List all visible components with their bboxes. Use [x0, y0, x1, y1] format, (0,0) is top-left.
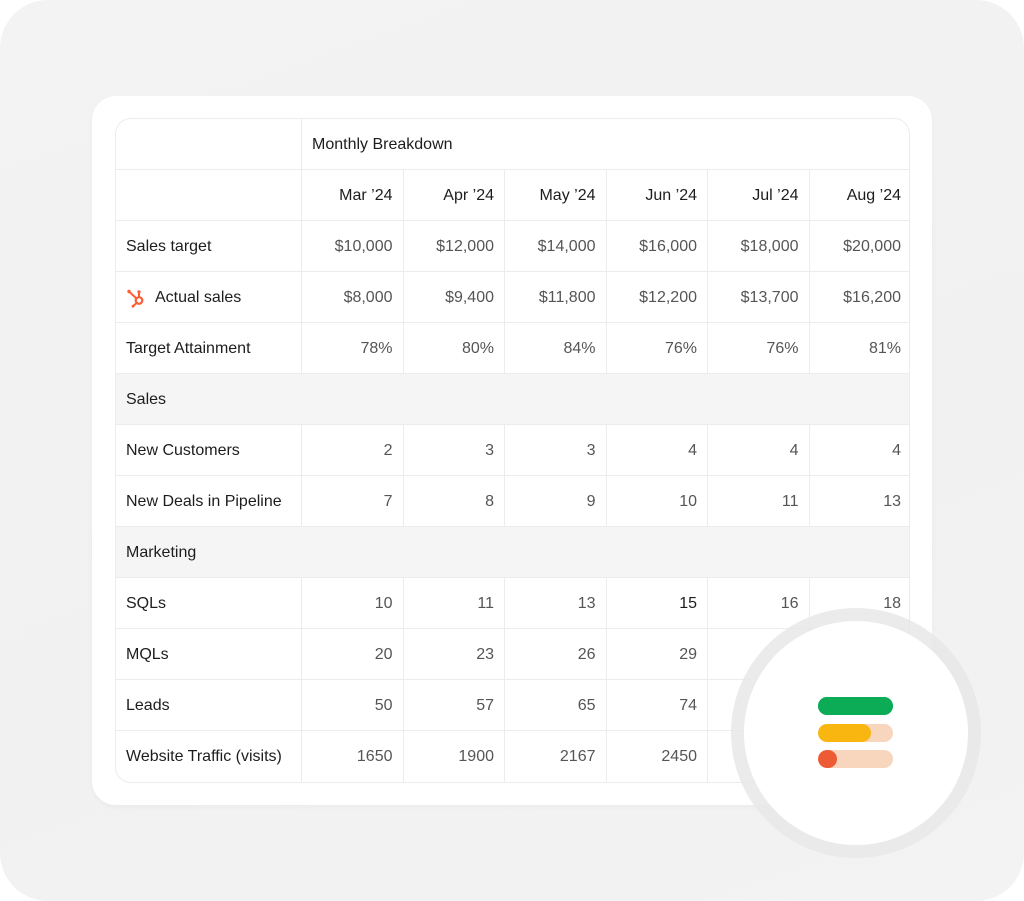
table-cell: 11: [708, 476, 810, 527]
progress-bar-fill: [818, 697, 893, 715]
table-cell: 15: [607, 578, 708, 629]
column-header-may: May ’24: [505, 170, 607, 221]
table-cell: 29: [607, 629, 708, 680]
table-cell: $12,200: [607, 272, 708, 323]
table-cell: $12,000: [404, 221, 505, 272]
table-cell: 20: [302, 629, 404, 680]
row-label: Leads: [116, 680, 302, 731]
progress-bar-yellow: [818, 724, 893, 742]
section-title: Sales: [126, 390, 167, 408]
progress-bar-red: [818, 750, 893, 768]
table-cell: 18: [883, 594, 901, 612]
table-cell: 81%: [868, 339, 901, 357]
progress-bar-green: [818, 697, 893, 715]
empty-corner-cell: [116, 119, 302, 170]
hubspot-icon: [126, 288, 146, 308]
group-header-title: Monthly Breakdown: [312, 135, 453, 153]
table-cell: 65: [505, 680, 607, 731]
table-cell: 80%: [404, 323, 505, 374]
table-cell: $8,000: [302, 272, 404, 323]
table-cell: $18,000: [708, 221, 810, 272]
table-cell: 13: [883, 492, 901, 510]
table-cell: 3: [404, 425, 505, 476]
table-row-sqls: SQLs 10 11 13 15 16 18: [116, 578, 909, 629]
table-cell: $9,400: [404, 272, 505, 323]
table-cell: 3: [505, 425, 607, 476]
table-group-header-row: Monthly Breakdown: [116, 119, 909, 170]
table-cell: 1900: [404, 731, 505, 782]
table-cell: 7: [302, 476, 404, 527]
table-row-sales-target: Sales target $10,000 $12,000 $14,000 $16…: [116, 221, 909, 272]
table-cell: 4: [708, 425, 810, 476]
table-cell: 2: [302, 425, 404, 476]
row-label: Sales target: [116, 221, 302, 272]
row-label: Actual sales: [155, 288, 242, 306]
table-cell: 4: [607, 425, 708, 476]
table-cell: 10: [302, 578, 404, 629]
table-cell: 74: [607, 680, 708, 731]
table-row-leads: Leads 50 57 65 74: [116, 680, 909, 731]
column-header-jun: Jun ’24: [607, 170, 708, 221]
column-header-jul: Jul ’24: [708, 170, 810, 221]
table-cell: 2167: [505, 731, 607, 782]
table-cell: 1650: [302, 731, 404, 782]
table-row-actual-sales: Actual sales $8,000 $9,400 $11,800 $12,2…: [116, 272, 909, 323]
row-label: Website Traffic (visits): [116, 731, 302, 782]
table-row-new-customers: New Customers 2 3 3 4 4 4: [116, 425, 909, 476]
table-cell: 26: [505, 629, 607, 680]
table-cell: $16,200: [843, 288, 901, 306]
progress-bar-fill: [818, 724, 872, 742]
table-cell: 10: [607, 476, 708, 527]
row-label: SQLs: [116, 578, 302, 629]
table-row-new-deals: New Deals in Pipeline 7 8 9 10 11 13: [116, 476, 909, 527]
row-label: MQLs: [116, 629, 302, 680]
table-cell: 9: [505, 476, 607, 527]
table-cell: 76%: [607, 323, 708, 374]
column-header-mar: Mar ’24: [302, 170, 404, 221]
table-cell: 2450: [607, 731, 708, 782]
progress-bar-fill: [818, 750, 837, 768]
table-cell: 84%: [505, 323, 607, 374]
table-cell: $13,700: [708, 272, 810, 323]
table-cell: 4: [892, 441, 901, 459]
table-row-target-attainment: Target Attainment 78% 80% 84% 76% 76% 81…: [116, 323, 909, 374]
section-header-marketing: Marketing: [116, 527, 909, 578]
table-cell: $11,800: [505, 272, 607, 323]
row-label-with-icon: Actual sales: [116, 272, 302, 323]
table-cell: $14,000: [505, 221, 607, 272]
row-label: New Customers: [116, 425, 302, 476]
column-header-aug: Aug ’24: [846, 186, 901, 204]
column-header-apr: Apr ’24: [404, 170, 505, 221]
row-label: New Deals in Pipeline: [116, 476, 302, 527]
row-label: Target Attainment: [116, 323, 302, 374]
section-title: Marketing: [126, 543, 197, 561]
table-month-header-row: Mar ’24 Apr ’24 May ’24 Jun ’24 Jul ’24 …: [116, 170, 909, 221]
table-cell: $20,000: [843, 237, 901, 255]
table-cell: 50: [302, 680, 404, 731]
table-cell: $10,000: [302, 221, 404, 272]
table-cell: 78%: [302, 323, 404, 374]
table-cell: 23: [404, 629, 505, 680]
empty-header-cell: [116, 170, 302, 221]
table-cell: 11: [404, 578, 505, 629]
table-cell: 76%: [708, 323, 810, 374]
table-cell: 8: [404, 476, 505, 527]
table-cell: 13: [505, 578, 607, 629]
section-header-sales: Sales: [116, 374, 909, 425]
table-cell: 57: [404, 680, 505, 731]
table-cell: $16,000: [607, 221, 708, 272]
table-cell: 16: [708, 578, 810, 629]
